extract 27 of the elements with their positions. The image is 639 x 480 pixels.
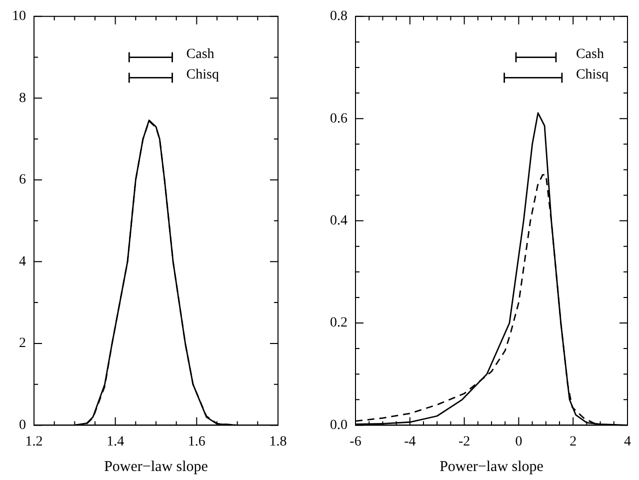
y-tick-label: 4 [19, 254, 26, 270]
y-tick-label: 0.0 [330, 418, 348, 433]
x-axis-title: Power−law slope [104, 458, 208, 475]
y-tick-label: 0 [19, 418, 26, 433]
y-tick-label: 0.8 [330, 9, 348, 24]
legend-label: Chisq [576, 67, 609, 82]
x-tick-label: 1.2 [25, 434, 43, 450]
legend-label: Chisq [186, 67, 219, 82]
x-tick-label: 1.4 [106, 434, 124, 450]
y-tick-label: 6 [19, 172, 26, 188]
x-tick-label: -6 [350, 434, 362, 450]
x-tick-label: -2 [458, 434, 470, 450]
x-tick-label: -4 [404, 434, 416, 450]
x-tick-label: 4 [624, 434, 631, 450]
y-tick-label: 2 [19, 336, 26, 352]
x-axis-title: Power−law slope [440, 458, 544, 475]
x-tick-label: 1.8 [269, 434, 287, 450]
y-tick-label: 0.2 [330, 316, 348, 331]
y-tick-label: 0.4 [330, 213, 348, 228]
x-tick-label: 0 [515, 434, 522, 450]
y-tick-label: 8 [19, 90, 26, 106]
legend-label: Cash [576, 46, 604, 62]
x-tick-label: 2 [570, 434, 577, 450]
y-tick-label: 10 [12, 9, 26, 24]
legend-label: Cash [186, 46, 214, 62]
x-tick-label: 1.6 [188, 434, 206, 450]
y-tick-label: 0.6 [330, 111, 348, 126]
